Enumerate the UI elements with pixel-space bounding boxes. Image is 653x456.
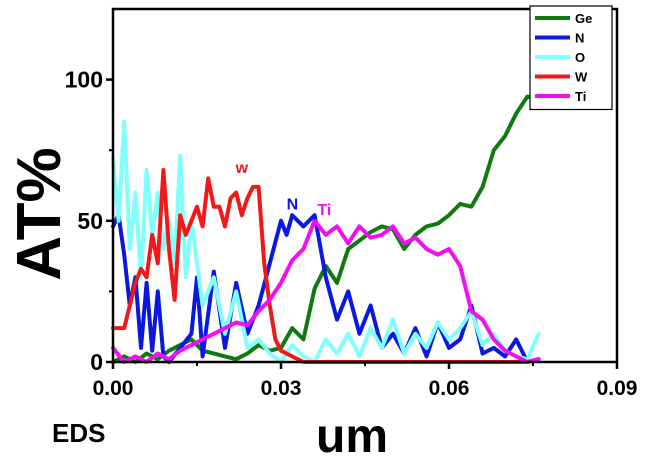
x-tick-label: 0.09 [597, 377, 638, 400]
x-tick-label: 0.06 [429, 377, 470, 400]
series-line-w [111, 168, 530, 364]
annotation-w: w [235, 160, 249, 177]
y-axis-label: AT% [5, 147, 74, 280]
annotation-ti: Ti [317, 202, 331, 219]
series-line-ti [111, 218, 541, 364]
legend-label-n: N [575, 31, 584, 46]
legend-label-ge: Ge [575, 11, 592, 26]
series-lines [111, 94, 541, 364]
x-tick-label: 0.03 [261, 377, 302, 400]
legend-label-o: O [575, 50, 585, 65]
y-tick-label: 0 [90, 349, 103, 375]
y-tick-label: 50 [77, 208, 103, 234]
x-axis-label: um [316, 410, 388, 456]
axes: 0.00 0.03 0.06 0.09 0 50 100 [65, 67, 638, 400]
x-tick-label: 0.00 [93, 377, 134, 400]
legend-label-ti: Ti [575, 89, 586, 104]
annotation-n: N [287, 197, 299, 214]
y-tick-label: 100 [65, 67, 103, 93]
legend-label-w: W [575, 70, 588, 85]
annotations: w N Ti [235, 160, 332, 219]
series-line-n [111, 213, 541, 364]
legend: Ge NOW Ti [529, 5, 613, 111]
eds-caption: EDS [52, 418, 106, 448]
